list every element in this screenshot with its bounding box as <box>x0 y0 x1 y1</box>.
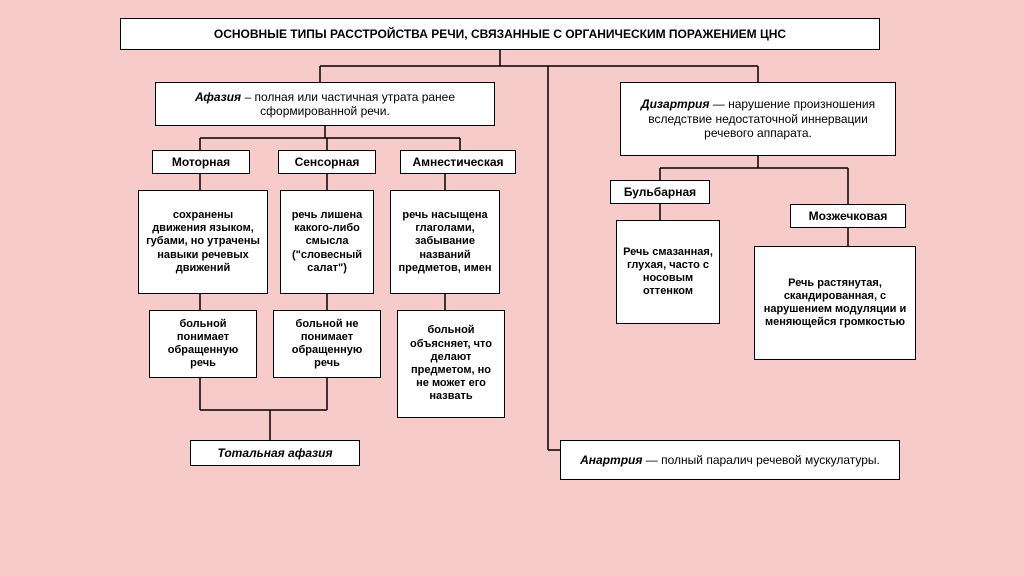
aphasia-subtype-sensory-label: Сенсорная <box>278 150 376 174</box>
dysarthria-subtype-bulbar-desc: Речь смазанная, глухая, часто с носовым … <box>616 220 720 324</box>
aphasia-subtype-motor-label: Моторная <box>152 150 250 174</box>
anarthria-italic: Анартрия <box>580 453 642 467</box>
root-title-text: ОСНОВНЫЕ ТИПЫ РАССТРОЙСТВА РЕЧИ, СВЯЗАНН… <box>214 27 786 41</box>
aphasia-subtype-motor-desc: сохранены движения языком, губами, но ут… <box>138 190 268 294</box>
dysarthria-subtype-bulbar-label: Бульбарная <box>610 180 710 204</box>
anarthria-text: Анартрия — полный паралич речевой мускул… <box>580 453 880 467</box>
total-aphasia-box: Тотальная афазия <box>190 440 360 466</box>
root-title: ОСНОВНЫЕ ТИПЫ РАССТРОЙСТВА РЕЧИ, СВЯЗАНН… <box>120 18 880 50</box>
anarthria-rest: — полный паралич речевой мускулатуры. <box>642 453 879 467</box>
aphasia-italic: Афазия <box>195 90 241 104</box>
dysarthria-box: Дизартрия — нарушение произношения вслед… <box>620 82 896 156</box>
total-aphasia-text: Тотальная афазия <box>217 446 332 460</box>
aphasia-subtype-amnestic-note: больной объясняет, что делают предметом,… <box>397 310 505 418</box>
aphasia-text: Афазия – полная или частичная утрата ран… <box>162 90 488 119</box>
aphasia-subtype-amnestic-desc: речь насыщена глаголами, забывание назва… <box>390 190 500 294</box>
anarthria-box: Анартрия — полный паралич речевой мускул… <box>560 440 900 480</box>
aphasia-subtype-motor-note: больной понимает обращенную речь <box>149 310 257 378</box>
aphasia-subtype-sensory-note: больной не понимает обращенную речь <box>273 310 381 378</box>
dysarthria-italic: Дизартрия <box>641 97 710 111</box>
aphasia-subtype-amnestic-label: Амнестическая <box>400 150 516 174</box>
dysarthria-subtype-cerebellar-desc: Речь растянутая, скандированная, с наруш… <box>754 246 916 360</box>
dysarthria-text: Дизартрия — нарушение произношения вслед… <box>627 97 889 140</box>
dysarthria-subtype-cerebellar-label: Мозжечковая <box>790 204 906 228</box>
aphasia-subtype-sensory-desc: речь лишена какого-либо смысла ("словесн… <box>280 190 374 294</box>
aphasia-box: Афазия – полная или частичная утрата ран… <box>155 82 495 126</box>
aphasia-rest: – полная или частичная утрата ранее сфор… <box>241 90 455 118</box>
